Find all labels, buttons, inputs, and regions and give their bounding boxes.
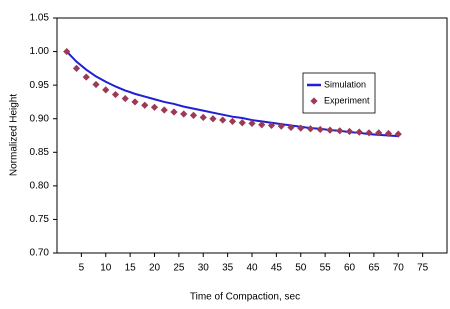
data-point [141,101,149,109]
x-tick-label: 60 [344,263,356,274]
data-point [102,86,110,94]
data-point [82,73,90,81]
y-tick-label: 1.05 [30,13,50,24]
data-point [258,121,266,129]
data-point [248,119,256,128]
x-tick-label: 15 [125,263,137,274]
y-tick-label: 0.90 [30,113,50,124]
data-point [72,64,81,72]
data-point [355,128,363,136]
data-point [267,121,276,130]
data-point [228,117,237,125]
y-tick-label: 0.80 [30,180,50,191]
data-point [111,90,120,99]
x-tick-label: 55 [320,263,332,274]
x-tick-label: 45 [271,263,283,274]
y-tick-label: 1.00 [30,46,50,57]
data-point [287,123,295,132]
data-point [238,119,246,127]
data-point [306,125,315,133]
data-point [150,103,159,111]
y-tick-label: 0.75 [30,214,50,225]
x-tick-label: 20 [149,263,161,274]
x-tick-label: 25 [173,263,185,274]
y-tick-label: 0.70 [30,248,50,259]
data-point [199,113,207,121]
x-tick-label: 70 [393,263,405,274]
series-line [66,50,399,138]
data-point [63,47,71,56]
y-tick-label: 0.85 [30,147,50,158]
x-tick-label: 35 [222,263,234,274]
data-point [326,126,334,134]
data-point [160,106,168,114]
x-tick-label: 75 [417,263,429,274]
legend-label: Experiment [324,95,370,105]
x-axis-label: Time of Compaction, sec [190,292,300,303]
x-tick-label: 5 [79,263,85,274]
x-tick-label: 50 [295,263,307,274]
data-point [384,129,393,138]
data-point [345,127,354,136]
data-point [209,115,217,123]
data-point [189,111,198,119]
data-point [131,98,139,106]
data-point [316,125,324,134]
x-tick-label: 65 [368,263,380,274]
y-tick-label: 0.95 [30,80,50,91]
data-point [375,129,383,137]
data-point [170,108,178,116]
data-point [219,116,227,124]
data-point [277,122,285,130]
legend-box [302,72,376,114]
legend-swatch [310,97,318,105]
y-axis-label: Normalized Height [9,94,20,176]
data-point [121,94,129,103]
data-point [92,80,100,89]
data-point [180,110,188,118]
x-tick-label: 10 [100,263,112,274]
x-tick-label: 40 [246,263,258,274]
legend-label: Simulation [324,79,366,89]
data-point [297,124,305,132]
data-point [394,130,402,138]
data-point [365,129,373,137]
x-tick-label: 30 [198,263,210,274]
data-point [336,127,344,135]
